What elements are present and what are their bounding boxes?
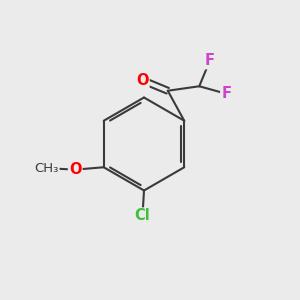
Text: O: O — [69, 162, 82, 177]
Text: Cl: Cl — [135, 208, 150, 224]
Text: F: F — [205, 53, 215, 68]
Text: O: O — [136, 73, 148, 88]
Text: CH₃: CH₃ — [34, 162, 59, 175]
Text: F: F — [221, 86, 231, 101]
